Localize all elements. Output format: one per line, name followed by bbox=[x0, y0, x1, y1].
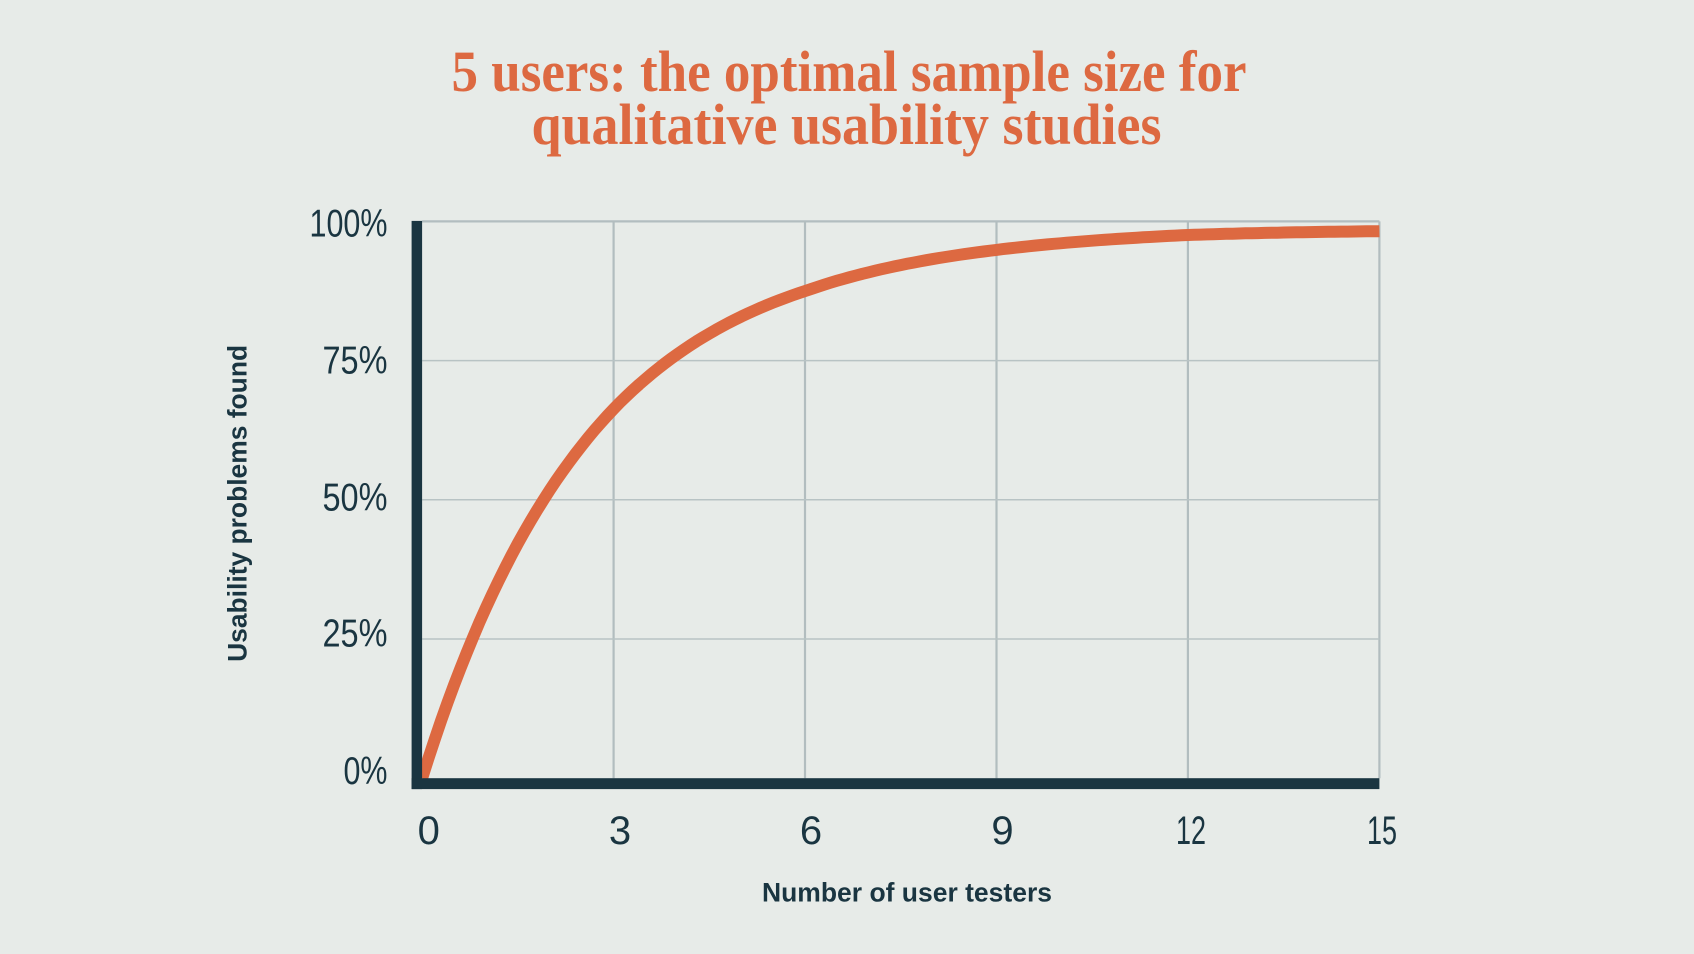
svg-text:5 users: the optimal sample si: 5 users: the optimal sample size for bbox=[452, 39, 1247, 104]
svg-text:100%: 100% bbox=[310, 203, 388, 246]
svg-text:0: 0 bbox=[418, 809, 440, 853]
svg-text:Usability problems found: Usability problems found bbox=[222, 345, 252, 662]
svg-text:15: 15 bbox=[1367, 809, 1397, 853]
svg-text:12: 12 bbox=[1176, 809, 1206, 853]
svg-text:qualitative usability studies: qualitative usability studies bbox=[532, 92, 1162, 157]
svg-text:6: 6 bbox=[800, 809, 822, 853]
svg-text:0%: 0% bbox=[344, 750, 388, 793]
svg-text:Number of user testers: Number of user testers bbox=[762, 878, 1052, 908]
svg-text:9: 9 bbox=[991, 809, 1013, 853]
svg-text:50%: 50% bbox=[323, 477, 388, 520]
svg-text:75%: 75% bbox=[323, 339, 388, 382]
svg-text:25%: 25% bbox=[323, 613, 388, 656]
svg-text:3: 3 bbox=[609, 809, 631, 853]
